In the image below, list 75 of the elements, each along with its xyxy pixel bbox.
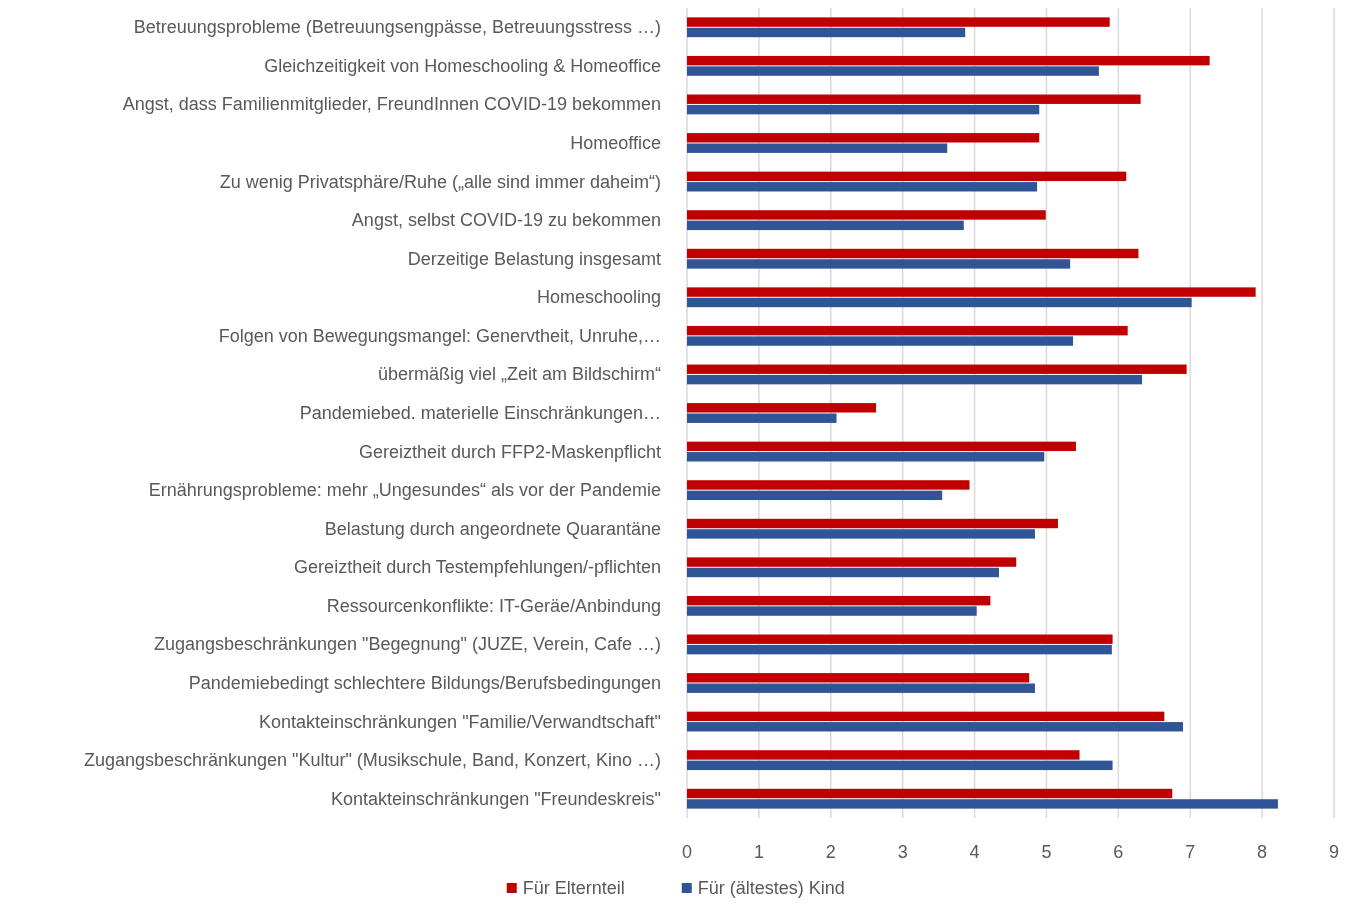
y-tick-label: Derzeitige Belastung insgesamt [407, 248, 661, 269]
y-tick-label: übermäßig viel „Zeit am Bildschirm“ [377, 364, 661, 385]
bar [687, 210, 1046, 220]
bar [687, 452, 1045, 462]
bar [687, 413, 837, 423]
y-tick-label: Homeoffice [570, 133, 661, 153]
bar [687, 17, 1110, 27]
bar [687, 683, 1035, 693]
bar [687, 673, 1030, 683]
bar [687, 325, 1128, 336]
bar [687, 336, 1074, 346]
bar [687, 567, 999, 578]
bar [687, 529, 1035, 539]
bar [687, 799, 1278, 809]
y-tick-label: Kontakteinschränkungen "Familie/Verwandtschaft" [258, 711, 661, 732]
y-tick-label: Folgen von Bewegungsmangel: Genervtheit, Unruhe,… [218, 325, 661, 346]
y-tick-label: Pandemiebedingt schlechtere Bildungs/Berufsbedingungen [188, 673, 661, 693]
y-tick-label: Zu wenig Privatsphäre/Ruhe („alle sind immer daheim“) [219, 171, 661, 192]
bar [687, 133, 1040, 143]
y-tick-label: Angst, selbst COVID-19 zu bekommen [351, 210, 661, 231]
bar [687, 441, 1076, 452]
y-tick-label: Gereiztheit durch FFP2-Maskenpflicht [358, 441, 661, 462]
bar [687, 248, 1139, 259]
bar [687, 104, 1040, 115]
bar [687, 364, 1187, 374]
bar [687, 557, 1017, 567]
bar [687, 606, 977, 616]
y-tick-label: Ressourcenkonflikte: IT-Geräe/Anbindung [326, 595, 661, 616]
bar [687, 94, 1141, 104]
x-tick-label: 1 [753, 842, 764, 862]
bar [687, 518, 1058, 529]
legend-label: Für Elternteil [522, 878, 625, 898]
y-tick-label: Gereiztheit durch Testempfehlungen/-pflichten [294, 557, 661, 578]
x-tick-label: 7 [1185, 842, 1196, 862]
y-tick-label: Ernährungsprobleme: mehr „Ungesundes“ als vor der Pandemie [148, 480, 661, 501]
y-tick-label: Belastung durch angeordnete Quarantäne [324, 518, 661, 539]
y-tick-label: Zugangsbeschränkungen "Begegnung" (JUZE, Verein, Cafe …) [153, 634, 661, 655]
bar [687, 171, 1127, 182]
y-tick-label: Homeschooling [536, 287, 661, 308]
y-tick-label: Pandemiebed. materielle Einschränkungen… [299, 403, 661, 423]
legend-label: Für (ältestes) Kind [697, 878, 845, 898]
bar [687, 788, 1173, 799]
bar [687, 490, 943, 501]
bar [687, 722, 1184, 732]
bar [687, 297, 1192, 308]
bar [687, 750, 1080, 760]
x-tick-label: 6 [1113, 842, 1124, 862]
bar [687, 403, 877, 413]
bar [687, 220, 964, 231]
y-tick-label: Gleichzeitigkeit von Homeschooling & Homeoffice [264, 55, 661, 76]
x-tick-label: 9 [1328, 842, 1340, 862]
bar [687, 644, 1112, 655]
x-tick-label: 2 [825, 842, 836, 862]
y-tick-label: Betreuungsprobleme (Betreuungsengpässe, Betreuungsstress …) [133, 17, 661, 38]
bar [687, 27, 966, 38]
bar [687, 634, 1113, 644]
bar [687, 760, 1113, 771]
y-tick-label: Zugangsbeschränkungen "Kultur" (Musikschule, Band, Konzert, Kino …) [83, 750, 661, 771]
bar [687, 143, 948, 153]
bar [687, 711, 1165, 722]
x-tick-label: 8 [1257, 842, 1268, 862]
y-tick-label: Kontakteinschränkungen "Freundeskreis" [331, 788, 661, 809]
bar [687, 259, 1071, 269]
bar [687, 182, 1038, 192]
y-tick-label: Angst, dass Familienmitglieder, FreundInnen COVID-19 bekommen [122, 94, 661, 115]
x-tick-label: 5 [1041, 842, 1052, 862]
bar [687, 55, 1210, 66]
x-tick-label: 4 [969, 842, 980, 862]
bar [687, 374, 1143, 385]
bar [687, 595, 991, 606]
x-tick-label: 0 [681, 842, 693, 862]
bar [687, 480, 970, 490]
bar [687, 66, 1099, 76]
x-tick-label: 3 [897, 842, 908, 862]
bar [687, 287, 1256, 297]
